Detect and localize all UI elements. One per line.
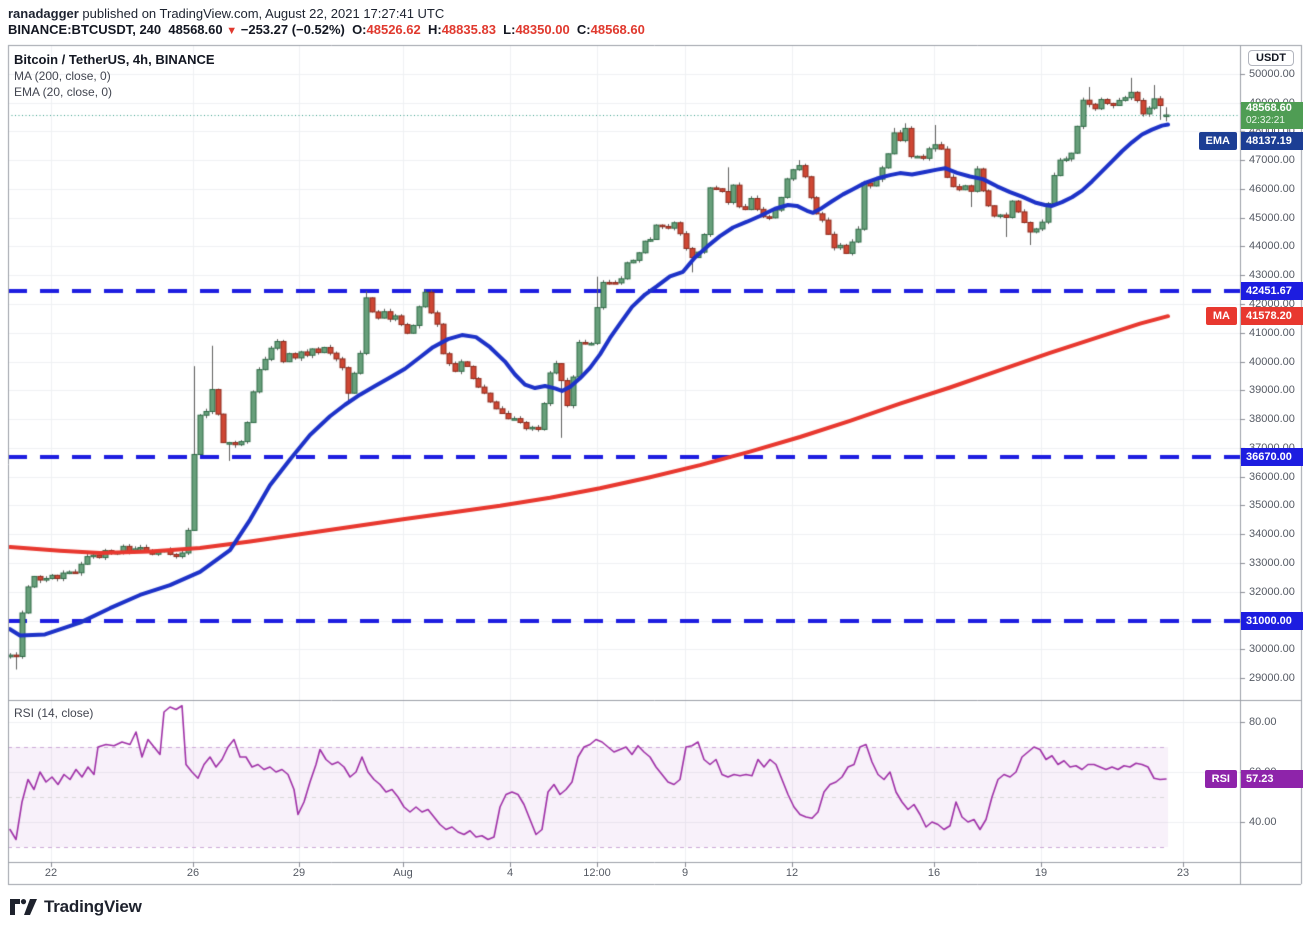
time-axis-label: 19 [1034, 867, 1048, 879]
chart-legend[interactable]: Bitcoin / TetherUS, 4h, BINANCE MA (200,… [14, 51, 215, 100]
price-change: −253.27 (−0.52%) [240, 22, 345, 37]
ma-value-badge: 41578.20 [1241, 307, 1303, 326]
rsi-axis-chip: RSI [1204, 769, 1237, 788]
ema-axis-chip: EMA [1198, 132, 1237, 150]
price-axis-label: 33000.00 [1249, 557, 1295, 570]
byline-text: published on TradingView.com, August 22,… [78, 6, 445, 21]
high-label: H: [427, 22, 442, 37]
price-axis-label: 32000.00 [1249, 585, 1295, 598]
rsi-axis-label: 40.00 [1249, 816, 1277, 828]
time-axis-label: 12 [785, 867, 799, 879]
last-price: 48568.60 [168, 22, 223, 37]
price-axis-label: 39000.00 [1249, 384, 1295, 397]
symbol-ohlc-bar: BINANCE:BTCUSDT, 240 48568.60 ▼ −253.27 … [8, 22, 645, 37]
tradingview-logo-icon [10, 899, 37, 915]
price-axis-label: 46000.00 [1249, 182, 1295, 195]
rsi-legend[interactable]: RSI (14, close) [14, 706, 94, 720]
price-axis-label: 50000.00 [1249, 67, 1295, 80]
legend-ema20[interactable]: EMA (20, close, 0) [14, 85, 113, 99]
time-axis-label: 4 [506, 867, 514, 879]
current-price-value: 48568.60 [1246, 102, 1292, 114]
rsi-axis-label: 80.00 [1249, 716, 1277, 728]
rsi-value-badge: 57.23 [1241, 769, 1303, 788]
byline: ranadagger published on TradingView.com,… [8, 6, 444, 21]
price-axis-label: 40000.00 [1249, 355, 1295, 368]
legend-ma200[interactable]: MA (200, close, 0) [14, 69, 111, 83]
tradingview-logo-text: TradingView [44, 897, 142, 916]
time-axis-label: 16 [927, 867, 941, 879]
time-axis-label: 23 [1176, 867, 1190, 879]
time-axis-label: 22 [44, 867, 58, 879]
price-axis-label: 42000.00 [1249, 298, 1295, 311]
current-price-badge: 48568.60 02:32:21 [1241, 102, 1303, 129]
price-axis-label: 44000.00 [1249, 240, 1295, 253]
low-label: L: [503, 22, 516, 37]
time-axis-label: 9 [681, 867, 689, 879]
time-axis-label: 12:00 [583, 867, 611, 879]
price-axis-label: 41000.00 [1249, 326, 1295, 339]
open-label: O: [352, 22, 367, 37]
price-axis-label: 43000.00 [1249, 269, 1295, 282]
price-axis-label: 36000.00 [1249, 470, 1295, 483]
level-badge-36670: 36670.00 [1241, 448, 1303, 467]
price-axis-label: 35000.00 [1249, 499, 1295, 512]
legend-symbol-title[interactable]: Bitcoin / TetherUS, 4h, BINANCE [14, 52, 215, 67]
price-axis-label: 38000.00 [1249, 413, 1295, 426]
level-badge-42451: 42451.67 [1241, 282, 1303, 301]
low-value: 48350.00 [515, 22, 570, 37]
currency-toggle-button[interactable]: USDT [1248, 50, 1294, 66]
symbol-name: BINANCE:BTCUSDT, 240 [8, 22, 162, 37]
price-axis-label: 30000.00 [1249, 643, 1295, 656]
time-axis-label: 26 [186, 867, 200, 879]
close-label: C: [576, 22, 591, 37]
ma-axis-chip: MA [1205, 307, 1237, 326]
price-axis-label: 47000.00 [1249, 154, 1295, 167]
level-badge-31000: 31000.00 [1241, 611, 1303, 630]
tradingview-logo[interactable]: TradingView [10, 897, 142, 917]
price-axis-label: 45000.00 [1249, 211, 1295, 224]
ema-value-badge: 48137.19 [1241, 132, 1303, 150]
price-axis-label: 29000.00 [1249, 672, 1295, 685]
byline-username: ranadagger [8, 6, 79, 21]
bar-countdown: 02:32:21 [1246, 115, 1285, 126]
time-axis-label: 29 [292, 867, 306, 879]
high-value: 48835.83 [441, 22, 496, 37]
close-value: 48568.60 [590, 22, 645, 37]
price-axis-label: 34000.00 [1249, 528, 1295, 541]
time-axis-label: Aug [393, 867, 413, 879]
open-value: 48526.62 [366, 22, 421, 37]
down-arrow-icon: ▼ [226, 25, 238, 37]
